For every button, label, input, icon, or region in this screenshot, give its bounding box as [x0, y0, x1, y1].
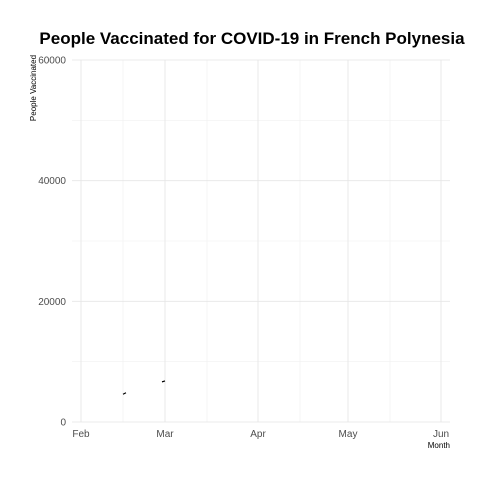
tick-labels: 0 20000 40000 60000 Feb Mar Apr May Jun [38, 56, 449, 441]
y-tick-label: 60000 [38, 56, 66, 67]
x-tick-label: May [339, 429, 358, 440]
y-tick-label: 40000 [38, 176, 66, 187]
series-line-segment [122, 392, 127, 395]
y-tick-label: 0 [60, 418, 66, 429]
x-tick-label: Jun [433, 429, 449, 440]
y-axis-label: People Vaccinated [29, 55, 38, 121]
y-tick-label: 20000 [38, 297, 66, 308]
x-tick-label: Mar [156, 429, 174, 440]
series-line-segment [161, 380, 166, 383]
series [122, 380, 166, 395]
grid [72, 59, 450, 423]
chart-title: People Vaccinated for COVID-19 in French… [39, 29, 465, 48]
x-tick-label: Feb [72, 429, 90, 440]
x-axis-label: Month [428, 441, 450, 450]
x-tick-label: Apr [250, 429, 266, 440]
